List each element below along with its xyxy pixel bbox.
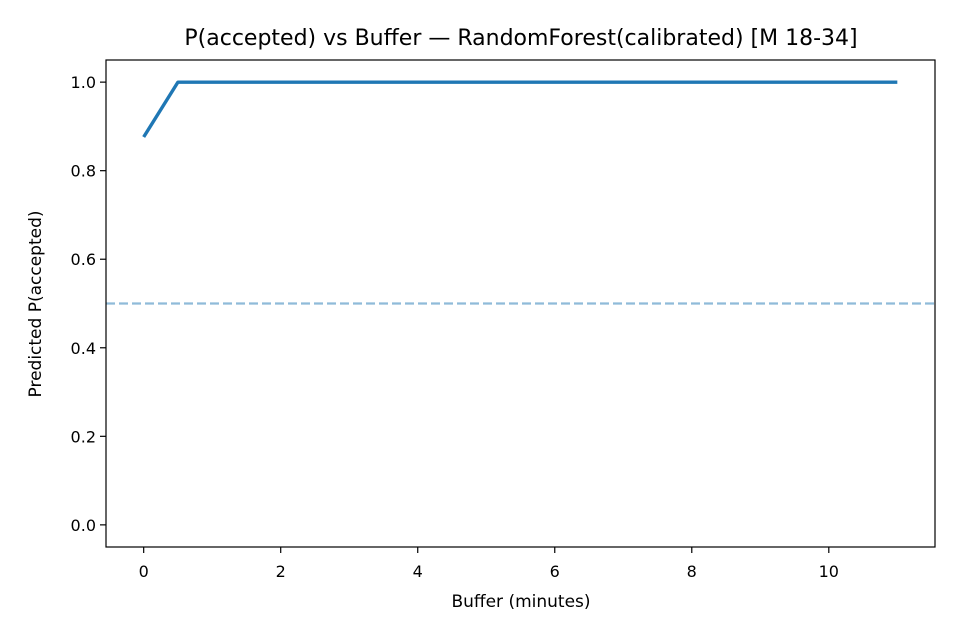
y-tick-label: 0.2 — [71, 427, 96, 446]
x-axis-label: Buffer (minutes) — [451, 592, 590, 612]
x-tick-label: 8 — [687, 562, 697, 581]
x-tick-label: 4 — [413, 562, 423, 581]
y-tick-label: 1.0 — [71, 73, 96, 92]
y-tick-label: 0.0 — [71, 516, 96, 535]
y-axis-label: Predicted P(accepted) — [26, 211, 46, 398]
y-axis: 0.0 0.2 0.4 0.6 0.8 1.0 — [71, 73, 106, 535]
y-tick-label: 0.8 — [71, 162, 96, 181]
chart-title: P(accepted) vs Buffer — RandomForest(cal… — [184, 26, 857, 51]
plot-area — [106, 60, 935, 547]
y-tick-label: 0.6 — [71, 250, 96, 269]
x-tick-label: 10 — [819, 562, 839, 581]
x-tick-label: 2 — [276, 562, 286, 581]
y-tick-label: 0.4 — [71, 339, 96, 358]
series-line-0 — [144, 82, 898, 137]
x-tick-label: 0 — [139, 562, 149, 581]
x-tick-label: 6 — [550, 562, 560, 581]
x-axis: 0 2 4 6 8 10 — [139, 547, 839, 581]
